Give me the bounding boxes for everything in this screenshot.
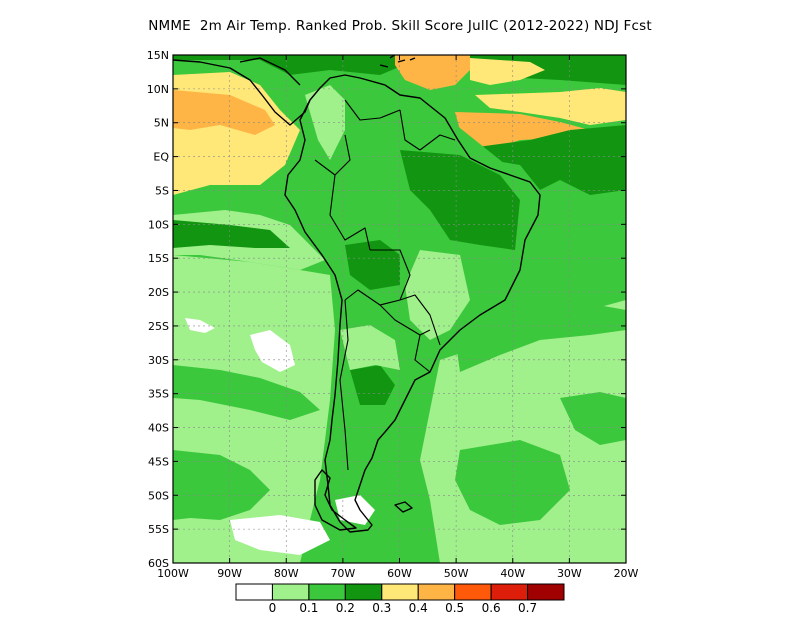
map-title: NMME 2m Air Temp. Ranked Prob. Skill Sco… bbox=[148, 18, 652, 34]
lon-tick-label: 70W bbox=[330, 567, 355, 580]
falkland-islands bbox=[394, 501, 413, 513]
lat-tick-label: 15N bbox=[147, 49, 169, 62]
colorbar-label: 0.3 bbox=[372, 601, 391, 615]
colorbar-label: 0.2 bbox=[336, 601, 355, 615]
lon-tick-label: 50W bbox=[444, 567, 469, 580]
lat-tick-label: 20S bbox=[148, 286, 169, 299]
field-pacific-white-south bbox=[230, 515, 330, 555]
field-pacific-band bbox=[173, 365, 320, 420]
lat-tick-label: 5S bbox=[155, 184, 169, 197]
field-continent-light-3 bbox=[340, 325, 400, 370]
graticule bbox=[173, 55, 626, 563]
country-borders bbox=[314, 99, 456, 471]
lat-tick-label: 45S bbox=[148, 455, 169, 468]
field-atlantic-east-green bbox=[560, 392, 626, 445]
field-caribbean-yellow bbox=[470, 58, 545, 85]
field-continent-white bbox=[335, 495, 375, 525]
colorbar-swatch bbox=[527, 583, 565, 601]
lat-tick-label: 25S bbox=[148, 320, 169, 333]
axis-ticks bbox=[172, 54, 627, 564]
lat-tick-label: EQ bbox=[153, 151, 169, 164]
longitude-labels: 100W 90W 80W 70W 60W 50W 40W 30W 20W bbox=[157, 567, 638, 580]
field-caribbean-orange bbox=[395, 55, 470, 90]
field-white-small bbox=[185, 318, 215, 333]
field-pacific-dark bbox=[173, 220, 290, 248]
field-pacific-white bbox=[250, 330, 295, 372]
lat-tick-label: 35S bbox=[148, 388, 169, 401]
lat-tick-label: 15S bbox=[148, 252, 169, 265]
lon-tick-label: 80W bbox=[274, 567, 299, 580]
colorbar-label: 0.1 bbox=[299, 601, 318, 615]
lon-tick-label: 90W bbox=[217, 567, 242, 580]
caribbean-islands bbox=[379, 55, 416, 68]
colorbar-swatch bbox=[454, 583, 492, 601]
colorbar-label: 0.6 bbox=[482, 601, 501, 615]
field-atlantic-orange bbox=[455, 112, 590, 150]
field-atlantic-yellow bbox=[475, 88, 626, 125]
lon-tick-label: 60W bbox=[387, 567, 412, 580]
colorbar-label: 0.7 bbox=[518, 601, 537, 615]
lat-tick-label: 55S bbox=[148, 523, 169, 536]
tierra-del-fuego bbox=[314, 469, 357, 531]
colorbar-swatch bbox=[271, 583, 310, 601]
lat-tick-label: 10S bbox=[148, 218, 169, 231]
latitude-labels: 15N 10N 5N EQ 5S 10S 15S 20S 25S 30S 35S 40S 45S 50S 5… bbox=[147, 49, 170, 570]
colorbar-swatch bbox=[308, 583, 346, 601]
lat-tick-label: 60S bbox=[148, 557, 169, 570]
coastlines bbox=[173, 55, 541, 533]
lon-tick-label: 20W bbox=[614, 567, 639, 580]
lat-tick-label: 30S bbox=[148, 354, 169, 367]
field-continent-light-2 bbox=[405, 250, 470, 340]
lon-tick-label: 30W bbox=[557, 567, 582, 580]
colorbar-swatch bbox=[235, 583, 273, 601]
colorbar-labels: 0 0.1 0.2 0.3 0.4 0.5 0.6 0.7 bbox=[269, 601, 537, 615]
colorbar bbox=[235, 583, 565, 601]
lat-tick-label: 5N bbox=[154, 117, 169, 130]
colorbar-swatch bbox=[417, 583, 456, 601]
field-continent-dark-2 bbox=[345, 240, 400, 290]
field-atlantic-brazil bbox=[450, 300, 626, 372]
field-atlantic-dark bbox=[470, 125, 626, 195]
lat-tick-label: 50S bbox=[148, 489, 169, 502]
lat-tick-label: 40S bbox=[148, 422, 169, 435]
colorbar-label: 0 bbox=[269, 601, 277, 615]
lat-tick-label: 10N bbox=[147, 83, 169, 96]
south-america-coast bbox=[284, 74, 541, 533]
field-continent-dark-3 bbox=[350, 365, 395, 405]
field-pacific-orange bbox=[173, 90, 275, 135]
lon-tick-label: 40W bbox=[500, 567, 525, 580]
colorbar-label: 0.4 bbox=[409, 601, 428, 615]
colorbar-label: 0.5 bbox=[445, 601, 464, 615]
colorbar-swatch bbox=[381, 583, 419, 601]
field-pacific-south bbox=[173, 450, 270, 520]
colorbar-swatch bbox=[344, 583, 383, 601]
lon-tick-label: 100W bbox=[157, 567, 189, 580]
colorbar-swatch bbox=[490, 583, 529, 601]
central-america-coast bbox=[173, 57, 311, 126]
field-continent-dark bbox=[400, 150, 520, 250]
